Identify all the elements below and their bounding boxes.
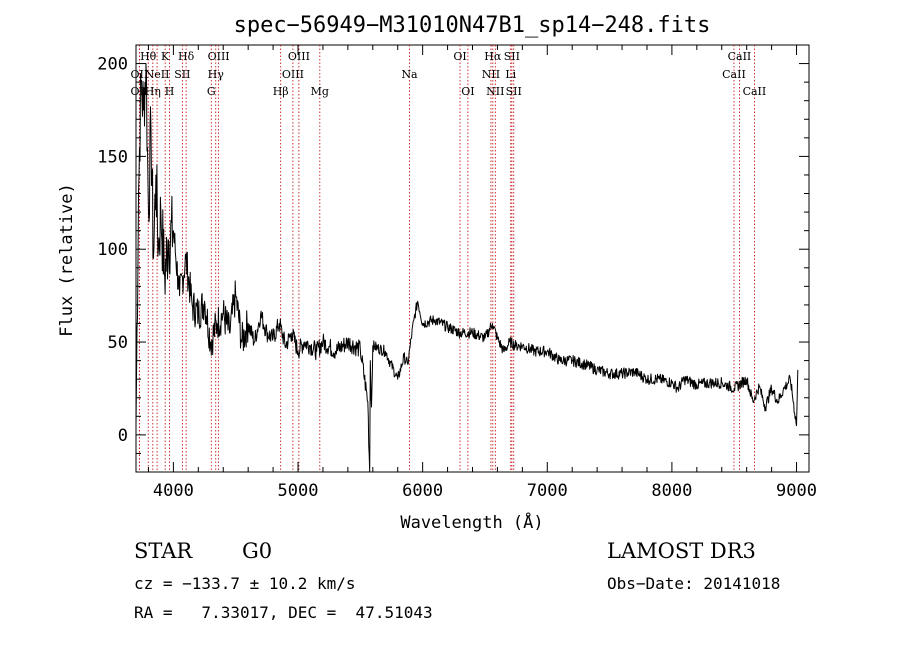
survey-name: LAMOST DR3 xyxy=(607,539,756,563)
spectrum-line xyxy=(135,63,799,473)
x-tick-label: 4000 xyxy=(153,481,194,501)
line-marker-label: SII xyxy=(504,50,520,63)
line-marker-label: G xyxy=(207,85,216,98)
line-marker-label: SII xyxy=(174,68,190,81)
line-marker-label: Hδ xyxy=(178,50,195,63)
line-marker-label: OII xyxy=(131,68,149,81)
line-marker-label: CaII xyxy=(728,50,752,63)
emission-line-labels: OIIOIIHθHηNeIIKHSIIHδGHγOIIIHβOIIIOIIIMg… xyxy=(131,50,767,98)
line-marker-label: CaII xyxy=(743,85,767,98)
y-tick-label: 0 xyxy=(118,426,128,446)
line-marker-label: Hη xyxy=(145,85,161,98)
x-tick-label: 9000 xyxy=(776,481,817,501)
line-marker-label: OIII xyxy=(288,50,310,63)
redshift-velocity: cz = −133.7 ± 10.2 km/s xyxy=(134,574,356,593)
line-marker-label: NeII xyxy=(145,68,170,81)
line-marker-label: K xyxy=(161,50,170,63)
x-tick-label: 5000 xyxy=(278,481,319,501)
x-tick-label: 7000 xyxy=(527,481,568,501)
object-class: STAR xyxy=(134,539,193,563)
axis-tick-labels: 4000 5000 6000 7000 8000 9000 0 50 100 150 200 xyxy=(97,55,817,501)
line-marker-label: Hθ xyxy=(140,50,157,63)
line-marker-label: SII xyxy=(506,85,522,98)
y-axis-label: Flux (relative) xyxy=(57,183,77,337)
line-marker-label: NII xyxy=(482,68,500,81)
line-marker-label: Hγ xyxy=(208,68,225,81)
line-marker-label: NII xyxy=(486,85,504,98)
line-marker-label: Li xyxy=(505,68,516,81)
plot-frame xyxy=(135,44,810,473)
line-marker-label: OIII xyxy=(282,68,304,81)
line-marker-label: OIII xyxy=(208,50,230,63)
x-tick-label: 8000 xyxy=(651,481,692,501)
y-tick-label: 200 xyxy=(97,55,128,75)
line-marker-label: OI xyxy=(461,85,474,98)
observation-date: Obs−Date: 20141018 xyxy=(607,574,781,593)
chart-title: spec−56949−M31010N47B1_sp14−248.fits xyxy=(234,13,711,38)
line-marker-label: Hα xyxy=(484,50,502,63)
line-marker-label: CaII xyxy=(722,68,746,81)
line-marker-label: OI xyxy=(453,50,466,63)
y-tick-label: 150 xyxy=(97,147,128,167)
line-marker-label: Hβ xyxy=(273,85,289,98)
x-axis-label: Wavelength (Å) xyxy=(400,511,543,533)
axis-ticks xyxy=(136,45,809,472)
line-marker-label: H xyxy=(165,85,175,98)
sky-coordinates: RA = 7.33017, DEC = 47.51043 xyxy=(134,603,433,622)
y-tick-label: 50 xyxy=(108,333,128,353)
y-tick-label: 100 xyxy=(97,240,128,260)
line-marker-label: Na xyxy=(401,68,418,81)
emission-line-markers xyxy=(138,45,755,472)
object-subclass: G0 xyxy=(242,539,273,563)
x-tick-label: 6000 xyxy=(402,481,443,501)
line-marker-label: Mg xyxy=(311,85,329,98)
